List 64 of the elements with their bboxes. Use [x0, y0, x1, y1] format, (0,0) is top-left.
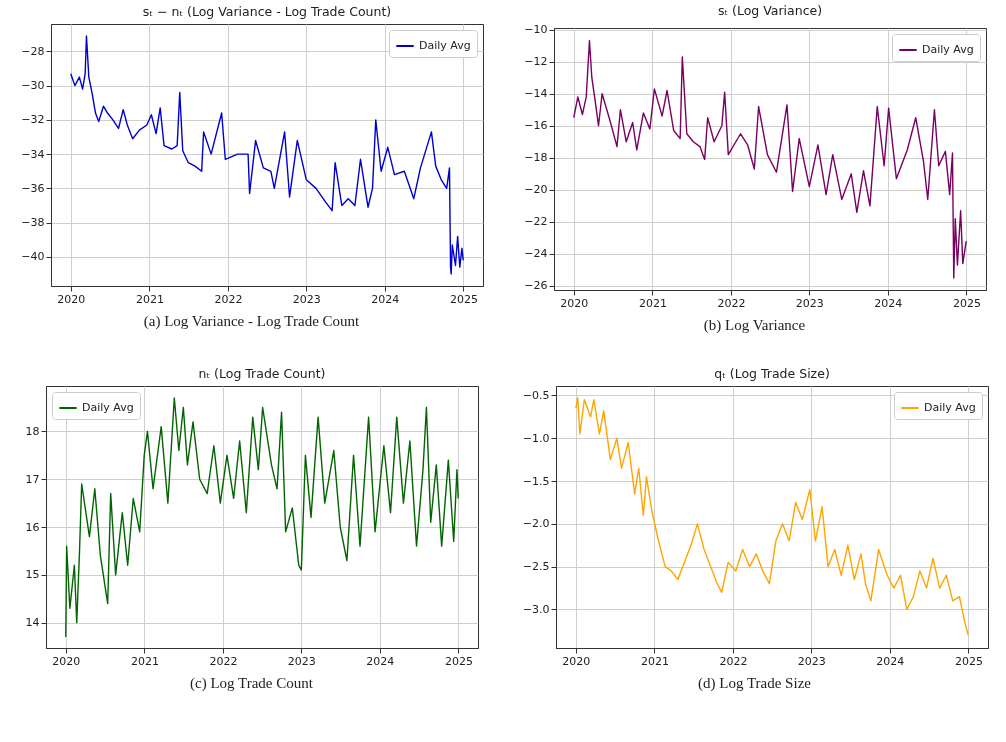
y-tick-label: −18: [524, 151, 548, 165]
x-tick-label: 2020: [52, 654, 81, 668]
x-tick-label: 2021: [638, 296, 667, 310]
y-tick-label: −2.0: [522, 517, 549, 531]
x-tick-label: 2024: [371, 292, 400, 306]
x-tick-label: 2021: [130, 654, 159, 668]
y-tick-label: −0.5: [522, 388, 549, 402]
y-tick-label: −10: [524, 23, 548, 37]
y-tick-label: −24: [524, 247, 548, 261]
line-series: [65, 397, 459, 638]
y-tick-label: −34: [21, 147, 45, 161]
x-tick-label: 2023: [797, 654, 826, 668]
x-tick-label: 2022: [717, 296, 746, 310]
x-tick-label: 2025: [444, 654, 473, 668]
x-tick-label: 2020: [57, 292, 86, 306]
y-tick-label: −16: [524, 119, 548, 133]
y-tick-label: −12: [524, 55, 548, 69]
y-tick-label: −1.0: [522, 431, 549, 445]
legend-label: Daily Avg: [922, 43, 974, 56]
y-tick-label: −20: [524, 183, 548, 197]
x-tick-label: 2021: [640, 654, 669, 668]
y-tick-label: −28: [21, 44, 45, 58]
chart-title: nₜ (Log Trade Count): [198, 365, 326, 381]
text: (d) Log Trade Size: [698, 675, 811, 692]
x-tick-label: 2022: [718, 654, 747, 668]
x-tick-label: 2024: [874, 296, 903, 310]
text: (b) Log Variance: [703, 317, 806, 334]
y-tick-label: −26: [524, 279, 548, 293]
x-tick-label: 2023: [292, 292, 321, 306]
y-tick-label: 18: [25, 424, 40, 438]
y-tick-label: −22: [524, 215, 548, 229]
x-tick-label: 2024: [875, 654, 904, 668]
legend-label: Daily Avg: [419, 39, 471, 52]
legend-label: Daily Avg: [82, 401, 134, 414]
y-tick-label: −36: [21, 181, 45, 195]
y-tick-label: −1.5: [522, 474, 549, 488]
y-tick-label: 14: [25, 616, 40, 630]
x-tick-label: 2020: [560, 296, 589, 310]
y-tick-label: −14: [524, 87, 548, 101]
y-tick-label: −32: [21, 113, 45, 127]
y-tick-label: 16: [25, 520, 40, 534]
chart-title: sₜ (Log Variance): [717, 3, 823, 19]
y-tick-label: −30: [21, 79, 45, 93]
y-tick-label: −3.0: [522, 602, 549, 616]
x-tick-label: 2024: [366, 654, 395, 668]
x-tick-label: 2025: [952, 296, 981, 310]
chart-title: qₜ (Log Trade Size): [713, 365, 830, 381]
y-tick-label: 17: [25, 472, 40, 486]
y-tick-label: −38: [21, 216, 45, 230]
y-tick-label: 15: [25, 568, 40, 582]
legend-label: Daily Avg: [923, 401, 976, 414]
x-tick-label: 2023: [795, 296, 824, 310]
x-tick-label: 2025: [449, 292, 478, 306]
x-tick-label: 2025: [954, 654, 983, 668]
text: (c) Log Trade Count: [190, 675, 313, 692]
x-tick-label: 2023: [287, 654, 316, 668]
x-tick-label: 2021: [135, 292, 164, 306]
x-tick-label: 2020: [561, 654, 590, 668]
text: (a) Log Variance - Log Trade Count: [143, 313, 360, 330]
chart-title: sₜ − nₜ (Log Variance - Log Trade Count): [142, 3, 392, 19]
y-tick-label: −2.5: [522, 560, 549, 574]
y-tick-label: −40: [21, 250, 45, 264]
x-tick-label: 2022: [209, 654, 238, 668]
x-tick-label: 2022: [214, 292, 243, 306]
